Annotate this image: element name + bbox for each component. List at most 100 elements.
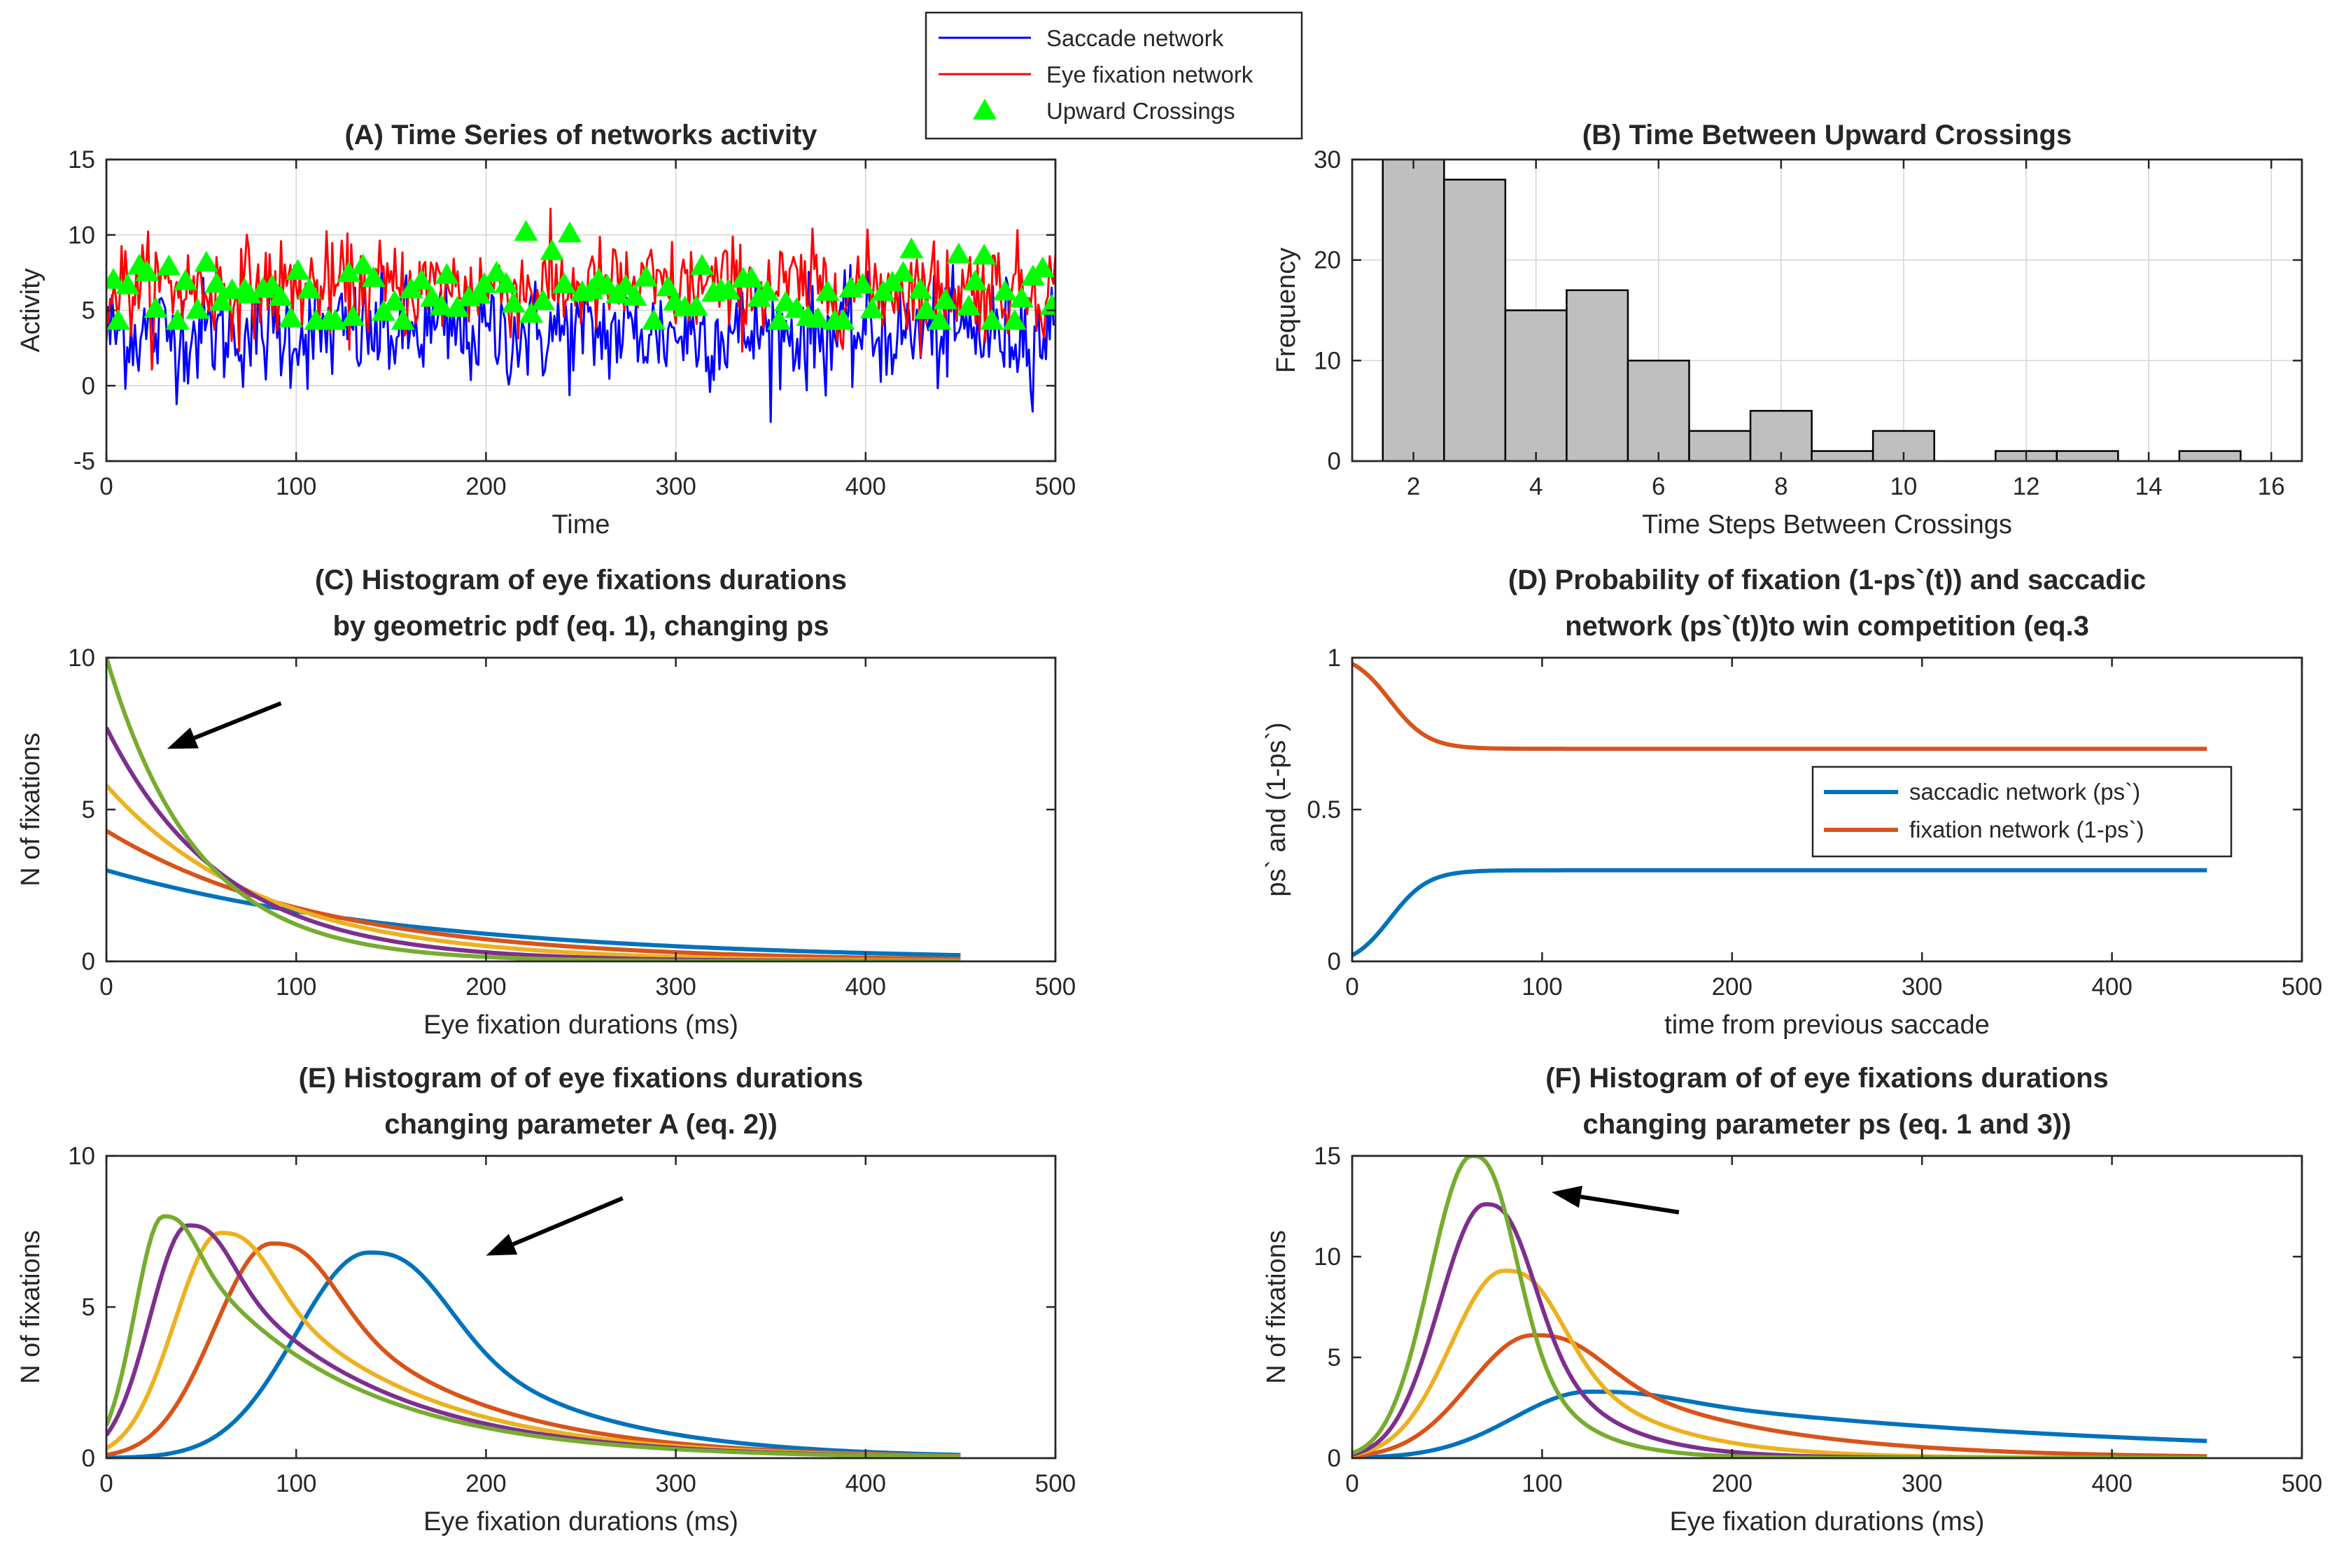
upward-crossing-marker xyxy=(531,289,555,311)
upward-crossing-marker xyxy=(908,278,933,299)
upward-crossing-marker xyxy=(467,282,491,304)
x-tick-label: 10 xyxy=(1890,473,1917,500)
y-tick-label: 5 xyxy=(82,1294,95,1321)
chart-title: (D) Probability of fixation (1-ps`(t)) a… xyxy=(1508,565,2146,595)
x-axis-label: Eye fixation durations (ms) xyxy=(1670,1507,1985,1537)
plot-content xyxy=(1382,160,2242,461)
panel-a: 0 100 200 300 400 500-5051015TimeActivity(A) … xyxy=(16,120,1076,539)
upward-crossing-marker xyxy=(514,220,538,241)
x-tick-label: 16 xyxy=(2258,473,2285,500)
arrow-head xyxy=(167,727,199,749)
y-tick-label: 0 xyxy=(1328,948,1341,975)
panel-e: 0 100 200 300 400 500 0 5 10 Eye fixation duratio… xyxy=(16,1063,1076,1537)
y-tick-label: -5 xyxy=(73,448,95,475)
upward-crossing-marker xyxy=(899,237,924,259)
upward-crossing-marker xyxy=(957,295,981,316)
chart-title: network (ps`(t))to win competition (eq.3 xyxy=(1565,611,2089,642)
upward-crossing-marker xyxy=(785,297,809,318)
y-axis-label: N of fixations xyxy=(16,733,45,887)
histogram-bar xyxy=(1688,430,1752,461)
y-tick-label: 1 xyxy=(1328,644,1341,672)
upward-crossing-marker xyxy=(341,305,365,326)
series-line-fixation-network xyxy=(1352,662,2207,751)
chart-title: by geometric pdf (eq. 1), changing ps xyxy=(333,611,829,642)
upward-crossing-marker xyxy=(351,253,375,275)
legend-label: saccadic network (ps`) xyxy=(1909,779,2140,805)
upward-crossing-marker xyxy=(445,296,470,317)
plot-content xyxy=(106,207,1055,423)
legend: saccadic network (ps`) fixation network (… xyxy=(1811,765,2233,858)
plot-area xyxy=(105,656,1057,963)
x-axis-label: Time xyxy=(552,510,610,539)
x-axis-label: time from previous saccade xyxy=(1664,1010,1990,1040)
upward-crossing-marker xyxy=(914,298,939,319)
series-line-1 xyxy=(106,1250,961,1458)
chart-title: (B) Time Between Upward Crossings xyxy=(1582,120,2072,150)
legend-label: Saccade network xyxy=(1046,25,1224,51)
arrow-shaft xyxy=(193,701,282,740)
x-tick-label: 400 xyxy=(845,973,886,1001)
panel-c: 0 100 200 300 400 500 0 5 10 Eye fixation duratio… xyxy=(16,565,1076,1040)
x-tick-label: 200 xyxy=(465,473,506,500)
x-tick-label: 300 xyxy=(655,1470,696,1497)
x-tick-label: 100 xyxy=(1522,973,1562,1001)
x-tick-label: 100 xyxy=(276,973,316,1001)
x-tick-label: 0 xyxy=(99,973,113,1001)
upward-crossing-marker xyxy=(391,309,415,330)
series-line-1 xyxy=(1352,1389,2207,1458)
x-tick-label: 100 xyxy=(276,1470,316,1497)
upward-crossing-marker xyxy=(501,292,526,313)
chart-title: (C) Histogram of eye fixations durations xyxy=(315,565,847,595)
upward-crossing-marker xyxy=(297,277,322,299)
upward-crossing-marker xyxy=(361,266,386,288)
x-tick-label: 14 xyxy=(2135,473,2163,500)
upward-crossing-marker xyxy=(115,273,140,295)
upward-crossing-marker xyxy=(831,309,855,330)
legend-label: Eye fixation network xyxy=(1046,62,1253,87)
x-tick-label: 500 xyxy=(2282,973,2322,1001)
upward-crossing-marker xyxy=(767,309,792,330)
y-axis-label: Frequency xyxy=(1272,248,1301,374)
plot-area xyxy=(1351,1154,2303,1460)
upward-crossing-marker xyxy=(382,290,407,311)
histogram-bar xyxy=(1382,160,1445,461)
x-tick-label: 0 xyxy=(1345,1470,1358,1497)
upward-crossing-marker xyxy=(494,271,519,293)
x-tick-label: 300 xyxy=(655,973,696,1001)
histogram-bar xyxy=(1811,450,1874,461)
upward-crossing-marker xyxy=(684,295,708,316)
y-tick-label: 0 xyxy=(82,948,95,975)
upward-crossing-marker xyxy=(143,297,168,318)
y-tick-label: 5 xyxy=(1328,1344,1341,1371)
annotation-arrow xyxy=(486,1196,624,1256)
upward-crossing-marker xyxy=(623,285,647,306)
y-tick-label: 0.5 xyxy=(1307,796,1341,824)
x-tick-label: 200 xyxy=(1712,973,1753,1001)
x-tick-label: 400 xyxy=(845,473,886,500)
histogram-bar xyxy=(1504,309,1568,461)
upward-crossing-marker xyxy=(519,302,543,323)
x-tick-label: 12 xyxy=(2013,473,2040,500)
upward-crossing-marker xyxy=(755,279,780,301)
upward-crossing-marker xyxy=(1030,256,1055,278)
upward-crossing-marker xyxy=(194,250,218,272)
upward-crossing-marker xyxy=(980,309,1004,330)
upward-crossing-marker xyxy=(337,261,361,283)
histogram-bar xyxy=(1566,289,1629,461)
chart-title: (F) Histogram of of eye fixations durati… xyxy=(1545,1063,2109,1094)
upward-crossing-marker xyxy=(690,253,715,275)
upward-crossing-marker xyxy=(323,309,348,330)
y-axis-label: ps` and (1-ps`) xyxy=(1262,722,1291,896)
arrow-head xyxy=(1551,1185,1582,1208)
x-axis-label: Eye fixation durations (ms) xyxy=(423,1507,738,1537)
upward-crossing-marker xyxy=(268,285,293,306)
x-tick-label: 300 xyxy=(655,473,696,500)
upward-crossing-marker xyxy=(165,309,190,330)
upward-crossing-marker xyxy=(557,221,582,243)
x-tick-label: 200 xyxy=(1712,1470,1753,1497)
series-markers-upward-crossings xyxy=(106,220,1055,330)
arrow-head xyxy=(486,1234,518,1256)
upward-crossing-marker xyxy=(279,306,303,327)
x-tick-label: 200 xyxy=(465,1470,506,1497)
